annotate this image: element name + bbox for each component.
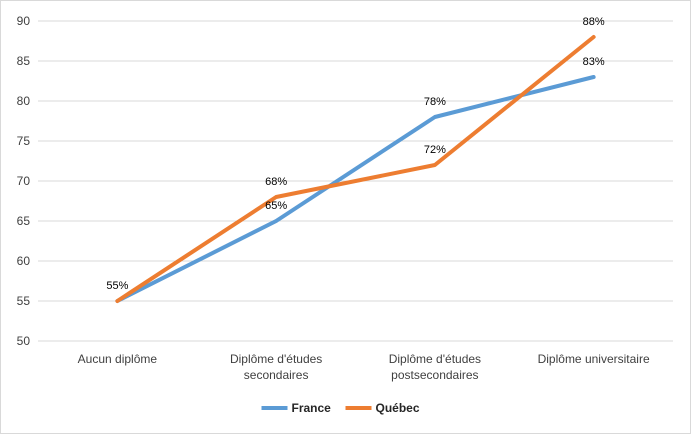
- series-line-france: [115, 75, 596, 303]
- y-tick-label: 75: [17, 134, 31, 148]
- y-tick-label: 85: [17, 54, 31, 68]
- data-label: 65%: [265, 200, 287, 212]
- y-tick-label: 60: [17, 254, 31, 268]
- x-axis-categories: Aucun diplôme Diplôme d'études secondaires…: [78, 352, 650, 382]
- y-axis-ticks: 50 55 60 65 70 75 80 85 90: [17, 14, 31, 348]
- legend-label: Québec: [376, 401, 420, 415]
- legend-label: France: [292, 401, 332, 415]
- y-tick-label: 70: [17, 174, 31, 188]
- data-label: 78%: [424, 96, 446, 108]
- x-category-label: Aucun diplôme: [78, 352, 158, 366]
- x-category-label: Diplôme d'études postsecondaires: [389, 352, 481, 382]
- data-label: 72%: [424, 144, 446, 156]
- data-label: 83%: [583, 56, 605, 68]
- y-tick-label: 80: [17, 94, 31, 108]
- y-tick-label: 65: [17, 214, 31, 228]
- x-category-label: Diplôme universitaire: [538, 352, 650, 366]
- y-tick-label: 55: [17, 294, 31, 308]
- y-tick-label: 50: [17, 334, 31, 348]
- series-line-qu-bec: [115, 35, 596, 303]
- data-label: 55%: [106, 280, 128, 292]
- data-label: 68%: [265, 176, 287, 188]
- data-labels: 65% 78% 83% 55% 68% 72% 88%: [106, 16, 604, 292]
- legend: France Québec: [261, 401, 420, 415]
- y-tick-label: 90: [17, 14, 31, 28]
- data-label: 88%: [583, 16, 605, 28]
- x-category-label: Diplôme d'études secondaires: [230, 352, 322, 382]
- series-lines: [115, 35, 596, 303]
